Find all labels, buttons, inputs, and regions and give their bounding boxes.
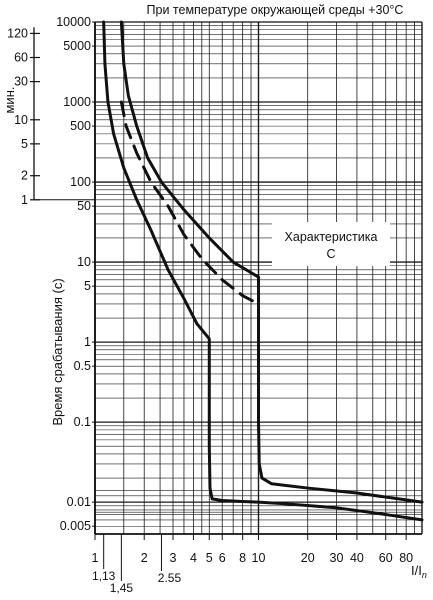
- x-tick-label: 40: [350, 551, 364, 565]
- x-tick-label: 30: [330, 551, 344, 565]
- x-special-tick-label: 1,45: [110, 581, 134, 595]
- x-special-tick-label: 2.55: [158, 571, 182, 585]
- y-tick-label: 0.005: [60, 519, 91, 533]
- curve-dashed: [119, 100, 260, 306]
- annotation-line-1: Характеристика: [285, 230, 378, 244]
- x-tick-label: 80: [399, 551, 413, 565]
- x-axis-label: I/In: [411, 563, 427, 580]
- y-tick-label: 5000: [63, 39, 91, 53]
- minutes-tick-label: 60: [14, 51, 28, 65]
- y-tick-label: 10000: [56, 15, 91, 29]
- y-tick-label: 5: [84, 279, 91, 293]
- minutes-tick-label: 10: [14, 113, 28, 127]
- x-special-tick-label: 1,13: [92, 569, 116, 583]
- minutes-tick-label: 30: [14, 75, 28, 89]
- curve-solid-0: [102, 20, 424, 522]
- x-tick-label: 2: [141, 551, 148, 565]
- minutes-label: мин.: [2, 87, 17, 114]
- x-tick-label: 8: [239, 551, 246, 565]
- y-tick-label: 10: [77, 255, 91, 269]
- y-tick-label: 500: [70, 119, 91, 133]
- y-axis-label: Время срабатывания (с): [50, 278, 65, 425]
- y-tick-label: 0.1: [74, 415, 91, 429]
- x-axis-ticks: 1 2 3 4 5 6 8 10 20 30 40 60 80 1,131,45 2.55: [92, 534, 413, 595]
- y-tick-label: 0.01: [67, 495, 91, 509]
- x-tick-label: 60: [379, 551, 393, 565]
- y-tick-label: 1000: [63, 95, 91, 109]
- x-tick-label: 10: [252, 551, 266, 565]
- minutes-tick-label: 2: [21, 169, 28, 183]
- y-tick-label: 1: [84, 335, 91, 349]
- x-tick-label: 1: [92, 551, 99, 565]
- chart-title: При температуре окружающей среды +30°C: [147, 3, 404, 17]
- y-axis-ticks: 10000 5000 1000 500 100 50 10 5 1 0.5 0.1 0.01 0.005: [56, 15, 95, 533]
- x-tick-label: 3: [170, 551, 177, 565]
- annotation-box: [272, 222, 390, 266]
- minutes-tick-label: 120: [7, 26, 28, 40]
- minutes-tick-label: 1: [21, 193, 28, 207]
- minutes-tick-label: 5: [21, 137, 28, 151]
- curves: [102, 20, 424, 522]
- y-tick-label: 100: [70, 175, 91, 189]
- y-tick-label: 50: [77, 199, 91, 213]
- curve-solid-1: [119, 20, 424, 504]
- x-tick-label: 5: [206, 551, 213, 565]
- minutes-axis: 120 60 30 10 5 2 1: [7, 26, 95, 207]
- annotation-line-2: С: [326, 247, 335, 261]
- x-tick-label: 4: [190, 551, 197, 565]
- x-tick-label: 6: [219, 551, 226, 565]
- x-tick-label: 20: [301, 551, 315, 565]
- y-tick-label: 0.5: [74, 359, 91, 373]
